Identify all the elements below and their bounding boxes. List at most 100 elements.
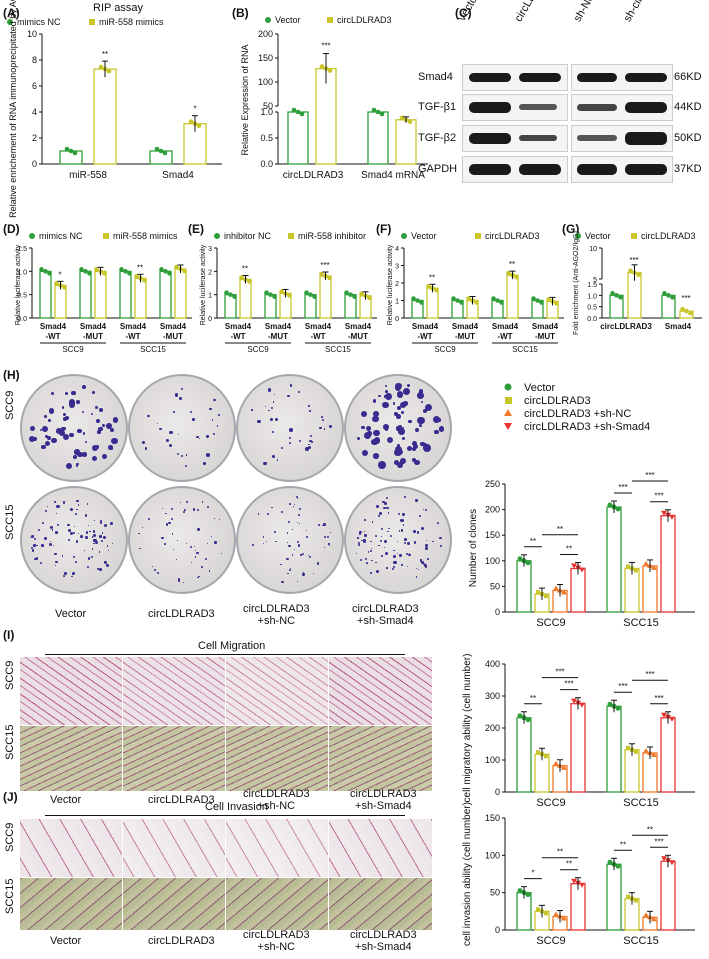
x-tick-label: -WT [125, 332, 140, 341]
colony [297, 514, 300, 517]
colony [179, 396, 182, 400]
data-point [304, 290, 309, 295]
colony [104, 523, 108, 527]
colony [383, 540, 387, 544]
bar [54, 284, 67, 319]
colony [406, 553, 409, 556]
colony [308, 555, 309, 556]
colony [369, 550, 372, 553]
colony [67, 528, 71, 532]
data-point [182, 268, 187, 274]
y-tick-label: 100 [485, 556, 500, 566]
y-tick-label: 4 [32, 107, 37, 117]
colony [413, 530, 416, 533]
colony [206, 542, 208, 544]
colony [416, 391, 424, 399]
data-point [662, 291, 667, 296]
colony [76, 462, 79, 466]
colony [403, 388, 411, 396]
colony [371, 559, 373, 562]
colony [286, 532, 289, 535]
significance-label: *** [564, 680, 573, 689]
colony [375, 561, 377, 564]
significance-label: *** [654, 837, 663, 846]
x-tick-label: Smad4 [452, 322, 479, 331]
colony [378, 515, 381, 518]
colony [293, 503, 295, 505]
bar [367, 111, 389, 165]
colony [46, 435, 52, 441]
colony [197, 509, 200, 512]
colony [41, 425, 48, 432]
data-point [359, 291, 364, 297]
y-tick-label: 4 [395, 246, 399, 253]
significance-label: ** [137, 263, 143, 272]
colony [364, 534, 366, 536]
colony [52, 544, 55, 547]
data-point [614, 293, 619, 298]
data-point [615, 863, 621, 869]
colony [93, 533, 97, 537]
x-tick-label: -MUT [163, 332, 183, 341]
colony [357, 541, 360, 544]
colony [321, 416, 323, 419]
row-label-scc9-j: SCC9 [4, 822, 16, 852]
colony [399, 457, 406, 464]
data-point [79, 267, 84, 272]
colony [168, 521, 172, 525]
micrograph [122, 818, 226, 878]
colony [156, 572, 159, 575]
panel-label-h: (H) [3, 368, 20, 382]
data-point [561, 589, 567, 595]
colony [185, 454, 188, 456]
colony [172, 548, 175, 551]
data-point [142, 278, 147, 283]
y-tick-label: 0 [208, 316, 212, 323]
colony [55, 428, 62, 434]
x-tick-label: -MUT [348, 332, 368, 341]
x-tick-label: circLDLRAD3 [283, 170, 344, 181]
colony [400, 528, 404, 532]
row-label-scc9-i: SCC9 [4, 660, 16, 690]
x-tick-label: Smad4 [305, 322, 332, 331]
data-point [607, 701, 613, 707]
colony [272, 401, 275, 403]
colony [424, 404, 432, 412]
colony [404, 496, 406, 499]
colony [417, 416, 425, 424]
colony [61, 427, 65, 431]
col-label-j-1: Vector [50, 935, 82, 947]
significance-label: * [531, 869, 534, 878]
significance-label: ** [242, 265, 248, 274]
micrograph [19, 877, 123, 931]
colony [33, 537, 36, 540]
x-tick-label: Smad4 [412, 322, 439, 331]
colony [275, 540, 277, 543]
data-point [264, 290, 269, 295]
y-tick-label: 0 [495, 925, 500, 935]
colony [71, 572, 76, 576]
colony [85, 531, 89, 534]
colony [206, 505, 209, 508]
colony [54, 564, 57, 567]
micrograph [328, 818, 433, 878]
colony [144, 447, 148, 451]
colony [425, 508, 427, 511]
colony [367, 431, 372, 436]
colony [30, 546, 34, 550]
colony [397, 512, 401, 516]
data-point [561, 915, 567, 921]
colony [276, 459, 278, 461]
colony [397, 553, 399, 555]
y-tick-label: 10 [27, 29, 37, 39]
legend-marker [265, 17, 271, 23]
colony [257, 513, 260, 515]
data-point [451, 296, 456, 301]
x-tick-label: SCC9 [536, 617, 565, 629]
significance-label: ** [530, 694, 536, 703]
colony [280, 563, 282, 565]
data-point [159, 267, 164, 272]
colony-dish [236, 486, 344, 594]
data-point [517, 713, 523, 719]
legend-label: Vector [524, 382, 556, 394]
